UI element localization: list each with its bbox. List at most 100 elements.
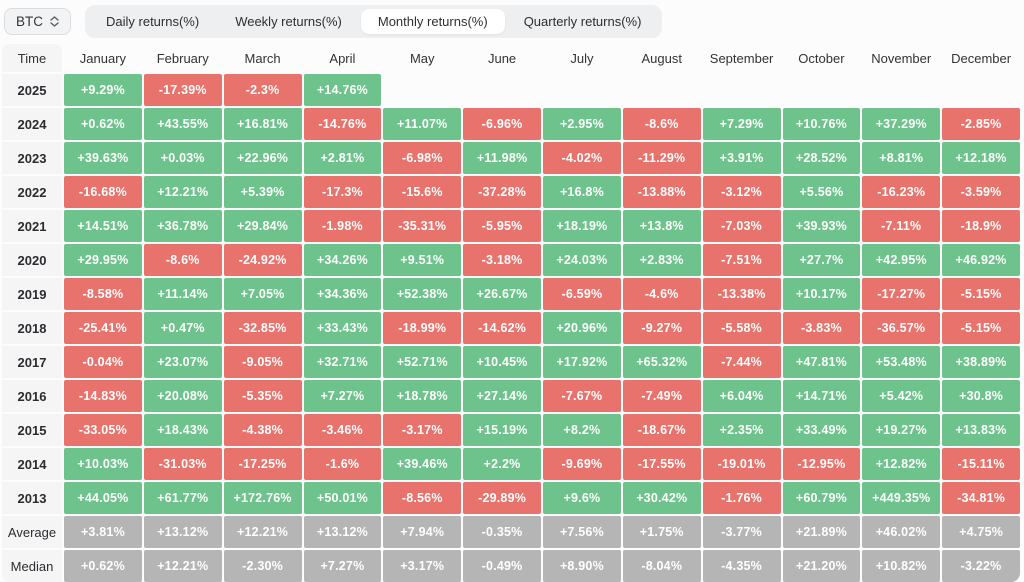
return-cell: +37.29% bbox=[862, 108, 941, 140]
return-cell: -7.67% bbox=[543, 380, 621, 412]
return-cell: +6.04% bbox=[702, 380, 781, 412]
return-cell: +47.81% bbox=[782, 346, 861, 378]
return-cell: -2.30% bbox=[223, 550, 302, 582]
return-cell: +23.07% bbox=[143, 346, 222, 378]
return-cell: +26.67% bbox=[463, 278, 541, 310]
return-cell: -31.03% bbox=[143, 448, 222, 480]
return-cell: +0.47% bbox=[143, 312, 222, 344]
column-header-october: October bbox=[798, 50, 845, 66]
return-cell: -14.76% bbox=[303, 108, 382, 140]
return-cell: -35.31% bbox=[383, 210, 462, 242]
return-cell: +7.05% bbox=[223, 278, 302, 310]
return-cell: -16.23% bbox=[862, 176, 941, 208]
return-cell: -5.15% bbox=[942, 312, 1020, 344]
return-cell: -2.3% bbox=[223, 74, 302, 106]
return-cell: +18.78% bbox=[383, 380, 462, 412]
return-cell: -4.02% bbox=[543, 142, 621, 174]
column-header-november: November bbox=[871, 50, 932, 66]
return-cell: -18.9% bbox=[942, 210, 1020, 242]
column-header-january: January bbox=[79, 50, 127, 66]
return-cell: +29.84% bbox=[223, 210, 302, 242]
return-cell: +10.03% bbox=[64, 448, 142, 480]
return-cell: -18.67% bbox=[622, 414, 701, 446]
return-cell: -6.98% bbox=[383, 142, 462, 174]
return-cell: +32.71% bbox=[303, 346, 382, 378]
return-cell: +8.90% bbox=[543, 550, 621, 582]
row-label-average: Average bbox=[2, 516, 62, 548]
return-cell: -9.69% bbox=[543, 448, 621, 480]
return-cell: -4.6% bbox=[622, 278, 701, 310]
row-label-2014: 2014 bbox=[2, 448, 62, 480]
asset-selector[interactable]: BTC bbox=[4, 7, 71, 35]
row-label-2020: 2020 bbox=[2, 244, 62, 276]
return-cell: -19.01% bbox=[702, 448, 781, 480]
return-cell: +11.98% bbox=[463, 142, 541, 174]
return-cell: +27.14% bbox=[463, 380, 541, 412]
return-cell: +0.62% bbox=[64, 108, 142, 140]
return-cell: +0.03% bbox=[143, 142, 222, 174]
tab-quarterly-returns[interactable]: Quarterly returns(%) bbox=[523, 13, 642, 29]
return-cell: +33.49% bbox=[782, 414, 861, 446]
return-cell: +10.76% bbox=[782, 108, 861, 140]
return-cell: -9.05% bbox=[223, 346, 302, 378]
return-cell: +3.17% bbox=[383, 550, 462, 582]
tab-monthly-returns[interactable]: Monthly returns(%) bbox=[360, 8, 505, 34]
return-cell: +2.35% bbox=[702, 414, 781, 446]
row-label-2017: 2017 bbox=[2, 346, 62, 378]
return-cell: -6.59% bbox=[543, 278, 621, 310]
return-cell: +18.19% bbox=[543, 210, 621, 242]
return-cell: +7.56% bbox=[543, 516, 621, 548]
return-cell: +5.56% bbox=[782, 176, 861, 208]
row-label-2024: 2024 bbox=[2, 108, 62, 140]
return-cell: +9.6% bbox=[543, 482, 621, 514]
return-cell: +34.36% bbox=[303, 278, 382, 310]
return-cell: +3.91% bbox=[702, 142, 781, 174]
return-cell: -7.11% bbox=[862, 210, 941, 242]
tab-weekly-returns[interactable]: Weekly returns(%) bbox=[235, 13, 342, 29]
row-label-2022: 2022 bbox=[2, 176, 62, 208]
return-cell: +39.63% bbox=[64, 142, 142, 174]
return-cell: +60.79% bbox=[782, 482, 861, 514]
return-cell: +65.32% bbox=[622, 346, 701, 378]
return-cell: +7.27% bbox=[303, 380, 382, 412]
return-cell: -17.39% bbox=[143, 74, 222, 106]
return-cell: +30.42% bbox=[622, 482, 701, 514]
return-cell: +12.21% bbox=[223, 516, 302, 548]
return-cell: +8.2% bbox=[543, 414, 621, 446]
return-cell: -16.68% bbox=[64, 176, 142, 208]
return-cell: +12.21% bbox=[143, 550, 222, 582]
return-cell: +3.81% bbox=[64, 516, 142, 548]
return-cell: +61.77% bbox=[143, 482, 222, 514]
return-cell: -37.28% bbox=[463, 176, 541, 208]
return-cell: -5.95% bbox=[463, 210, 541, 242]
return-cell: -9.27% bbox=[622, 312, 701, 344]
return-cell: +29.95% bbox=[64, 244, 142, 276]
return-cell: -18.99% bbox=[383, 312, 462, 344]
return-cell: +21.89% bbox=[782, 516, 861, 548]
empty-cell bbox=[543, 74, 621, 106]
return-cell: +42.95% bbox=[862, 244, 941, 276]
return-cell: +14.71% bbox=[782, 380, 861, 412]
column-header-december: December bbox=[951, 50, 1012, 66]
column-header-august: August bbox=[641, 50, 682, 66]
return-cell: +5.42% bbox=[862, 380, 941, 412]
return-cell: +0.62% bbox=[64, 550, 142, 582]
return-cell: -34.81% bbox=[942, 482, 1020, 514]
return-cell: +46.02% bbox=[862, 516, 941, 548]
return-cell: +46.92% bbox=[942, 244, 1020, 276]
return-cell: +18.43% bbox=[143, 414, 222, 446]
return-cell: -8.04% bbox=[622, 550, 701, 582]
empty-cell bbox=[942, 74, 1020, 106]
return-cell: -5.58% bbox=[702, 312, 781, 344]
column-header-september: September bbox=[709, 50, 774, 66]
return-cell: +27.7% bbox=[782, 244, 861, 276]
return-cell: +16.8% bbox=[543, 176, 621, 208]
return-cell: -8.58% bbox=[64, 278, 142, 310]
return-cell: -4.35% bbox=[702, 550, 781, 582]
return-cell: +20.96% bbox=[543, 312, 621, 344]
return-cell: +12.21% bbox=[143, 176, 222, 208]
return-cell: -0.35% bbox=[463, 516, 541, 548]
tab-daily-returns[interactable]: Daily returns(%) bbox=[106, 13, 200, 29]
return-cell: -14.62% bbox=[463, 312, 541, 344]
row-label-2019: 2019 bbox=[2, 278, 62, 310]
